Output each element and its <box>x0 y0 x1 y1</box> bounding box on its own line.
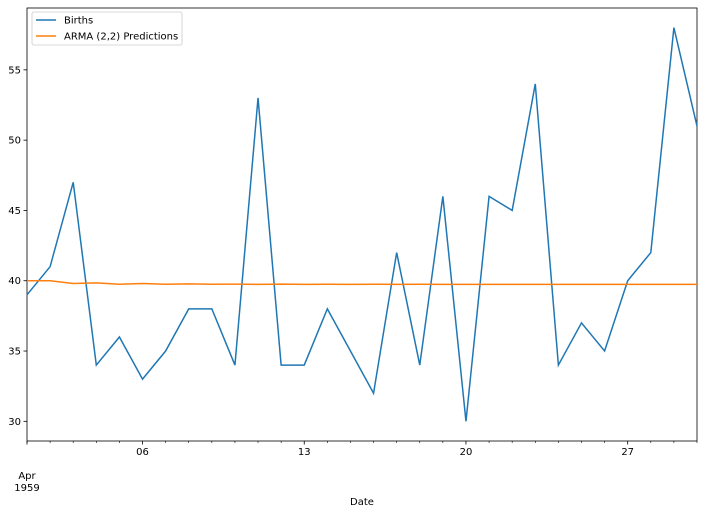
x-tick-label: 13 <box>298 447 311 458</box>
series-line-arma-predictions <box>27 279 697 286</box>
y-tick-label: 40 <box>8 276 21 287</box>
y-tick-label: 35 <box>8 347 21 358</box>
y-tick-label: 45 <box>8 206 21 217</box>
x-corner-year-label: 1959 <box>14 483 39 494</box>
series-line-births <box>26 27 698 422</box>
y-tick-label: 30 <box>8 417 21 428</box>
x-corner-month-label: Apr <box>18 471 36 482</box>
x-tick-label: 20 <box>460 447 473 458</box>
plot-area <box>26 7 698 442</box>
y-tick-label: 55 <box>8 65 21 76</box>
plot-frame <box>26 7 698 442</box>
legend-box <box>31 11 183 46</box>
x-axis-label: Date <box>350 497 374 508</box>
legend-label: Births <box>64 16 93 27</box>
x-tick-label: 06 <box>136 447 149 458</box>
legend-label: ARMA (2,2) Predictions <box>64 32 178 43</box>
x-tick-label: 27 <box>621 447 634 458</box>
legend: Births ARMA (2,2) Predictions <box>31 11 183 46</box>
series-layer <box>26 27 698 422</box>
y-tick-label: 50 <box>8 136 21 147</box>
